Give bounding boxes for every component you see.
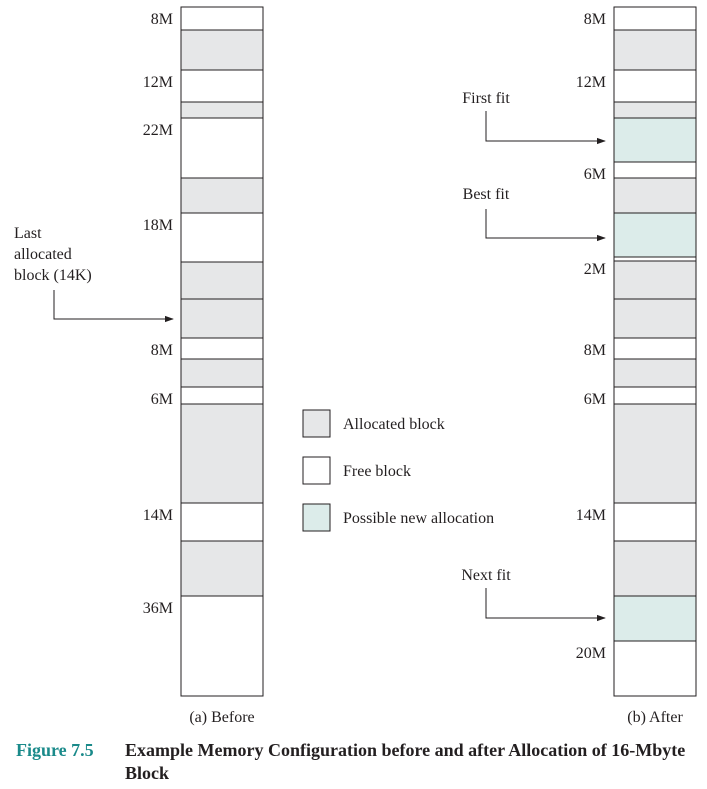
before-block-size-label: 6M	[151, 391, 173, 408]
after-block-size-label: 6M	[584, 166, 606, 183]
before-block-size-label: 12M	[143, 74, 173, 91]
first-fit-pointer: First fit	[462, 90, 606, 145]
before-block-free	[180, 502, 264, 542]
figure-title: Example Memory Configuration before and …	[125, 740, 686, 783]
before-block-free	[180, 212, 264, 263]
legend-swatch-free	[302, 456, 331, 485]
last-allocated-arrow	[53, 290, 174, 323]
after-block-free	[613, 69, 697, 103]
legend: Allocated block Free block Possible new …	[302, 409, 494, 532]
next-fit-arrow	[485, 588, 606, 622]
after-block-allocated	[613, 29, 697, 71]
before-block-allocated	[180, 358, 264, 388]
before-block-allocated	[180, 101, 264, 119]
after-block-allocated	[613, 177, 697, 214]
before-block-size-label: 14M	[143, 507, 173, 524]
after-block-size-label: 8M	[584, 11, 606, 28]
after-block-free	[613, 502, 697, 542]
before-block-allocated	[180, 540, 264, 597]
before-block-allocated	[180, 403, 264, 504]
after-block-size-label: 14M	[576, 507, 606, 524]
after-block-size-label: 8M	[584, 342, 606, 359]
before-block-size-label: 8M	[151, 11, 173, 28]
after-block-allocated	[613, 101, 697, 119]
before-memory-blocks: 8M 12M 22M 18M 8M 6M 14M 36M	[143, 6, 264, 697]
after-block-free	[613, 386, 697, 405]
before-block-free	[180, 6, 264, 31]
last-allocated-label-line-2: allocated	[14, 246, 72, 263]
legend-swatch-possible	[302, 503, 331, 532]
before-column: 8M 12M 22M 18M 8M 6M 14M 36M (a) Before Last al…	[14, 6, 264, 726]
after-block-possible	[613, 212, 697, 258]
first-fit-label: First fit	[462, 90, 510, 107]
best-fit-pointer: Best fit	[463, 186, 606, 242]
before-block-allocated	[180, 261, 264, 300]
after-block-allocated	[613, 298, 697, 339]
memory-allocation-diagram: 8M 12M 22M 18M 8M 6M 14M 36M (a) Before Last al…	[14, 6, 697, 726]
before-block-free	[180, 117, 264, 179]
after-block-free	[613, 6, 697, 31]
last-allocated-label-line-3: block (14K)	[14, 267, 92, 284]
after-block-possible	[613, 117, 697, 163]
after-block-possible	[613, 595, 697, 642]
before-block-free	[180, 337, 264, 360]
legend-label-free: Free block	[343, 463, 411, 480]
legend-swatch-allocated	[302, 409, 331, 438]
after-block-allocated	[613, 540, 697, 597]
before-block-free	[180, 386, 264, 405]
next-fit-label: Next fit	[461, 567, 511, 584]
before-sublabel: (a) Before	[189, 709, 254, 726]
best-fit-arrow	[485, 209, 606, 242]
before-block-size-label: 22M	[143, 122, 173, 139]
before-block-allocated	[180, 177, 264, 214]
before-block-size-label: 8M	[151, 342, 173, 359]
figure-number: Figure 7.5	[16, 740, 94, 760]
best-fit-label: Best fit	[463, 186, 510, 203]
last-allocated-label-line-1: Last	[14, 225, 42, 242]
first-fit-arrow	[485, 111, 606, 145]
after-block-size-label: 2M	[584, 261, 606, 278]
after-block-allocated	[613, 260, 697, 300]
legend-label-allocated: Allocated block	[343, 416, 445, 433]
before-block-free	[180, 595, 264, 697]
before-block-free	[180, 69, 264, 103]
after-sublabel: (b) After	[627, 709, 683, 726]
after-memory-blocks: 8M 12M 6M 2M 8M 6M 14M 20M	[576, 6, 697, 697]
after-block-free	[613, 640, 697, 697]
after-block-size-label: 20M	[576, 645, 606, 662]
after-block-free	[613, 161, 697, 179]
after-block-allocated	[613, 403, 697, 504]
after-block-allocated	[613, 358, 697, 388]
after-block-size-label: 12M	[576, 74, 606, 91]
after-block-size-label: 6M	[584, 391, 606, 408]
before-block-size-label: 36M	[143, 600, 173, 617]
after-block-free	[613, 256, 697, 262]
next-fit-pointer: Next fit	[461, 567, 606, 622]
after-block-free	[613, 337, 697, 360]
legend-label-possible: Possible new allocation	[343, 510, 494, 527]
before-block-allocated	[180, 298, 264, 339]
before-block-allocated	[180, 29, 264, 71]
before-block-size-label: 18M	[143, 217, 173, 234]
last-allocated-pointer: Last allocated block (14K)	[14, 225, 174, 323]
